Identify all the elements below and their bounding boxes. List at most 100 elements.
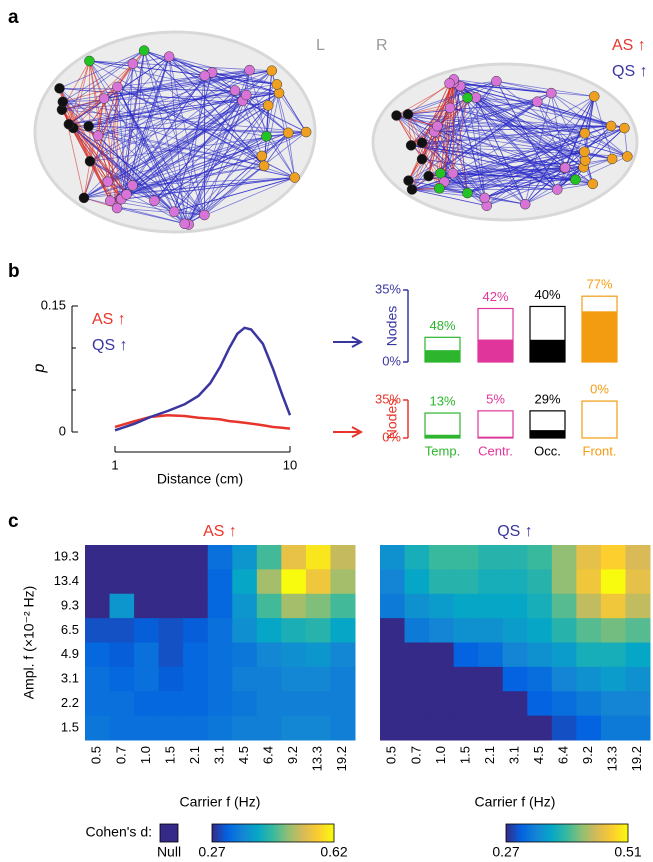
edge <box>486 167 565 207</box>
edge <box>68 123 265 167</box>
heatmap-cell <box>207 545 233 570</box>
heatmap-cell <box>183 569 209 595</box>
edge <box>83 161 91 198</box>
y-tick-label: 1.5 <box>61 719 79 734</box>
node <box>244 64 255 76</box>
node <box>434 183 445 194</box>
heatmap-cell <box>478 642 504 668</box>
heatmap-cell <box>330 666 356 692</box>
heatmap-cell <box>134 618 160 643</box>
node <box>559 162 571 173</box>
bar <box>478 436 513 438</box>
node <box>570 174 581 185</box>
node <box>444 78 455 89</box>
value-label: 5% <box>486 391 505 406</box>
heatmap-cell <box>85 715 111 741</box>
node <box>491 75 502 87</box>
node <box>92 130 104 141</box>
heatmap-cell <box>576 569 602 595</box>
node <box>241 89 252 101</box>
heatmap-cell <box>281 715 307 741</box>
arrow <box>333 426 364 438</box>
line-series <box>114 326 292 432</box>
edge <box>475 97 612 127</box>
heatmap-cell <box>380 569 406 595</box>
value-label: 48% <box>429 318 455 333</box>
node <box>432 120 443 132</box>
edge <box>460 80 497 87</box>
edge <box>132 56 170 65</box>
node <box>479 192 490 204</box>
node <box>163 51 175 62</box>
heatmap-cell <box>305 642 331 668</box>
heatmap-cell <box>404 569 430 595</box>
node <box>423 170 434 182</box>
heatmap-cell <box>158 715 184 741</box>
edge <box>89 72 213 162</box>
edge <box>89 60 91 162</box>
value-label: 40% <box>534 287 560 302</box>
heatmap-cell <box>109 593 135 619</box>
heatmap-cell <box>207 593 233 619</box>
node <box>587 178 599 190</box>
heatmap-cell <box>183 545 209 570</box>
heatmap-cell <box>330 545 356 570</box>
null-swatch <box>159 823 179 843</box>
node <box>402 108 414 120</box>
x-tick-label: 4.5 <box>236 746 251 764</box>
edge <box>132 177 295 186</box>
null-label: Null <box>157 844 181 860</box>
edge <box>556 133 586 190</box>
edge <box>132 50 145 186</box>
heatmap-cell <box>207 691 233 717</box>
heatmap-cell <box>502 715 528 741</box>
x-tick-label: 1.5 <box>457 746 472 764</box>
heatmap-cell <box>256 618 282 643</box>
x-tick-label: 6.4 <box>261 746 276 764</box>
edge <box>444 181 558 190</box>
heatmap-cell <box>478 569 504 595</box>
heatmap-cell <box>404 618 430 643</box>
edge <box>204 165 265 216</box>
x-tick-label: 9.2 <box>580 746 595 764</box>
heatmap-cell <box>527 618 553 643</box>
x-tick-label: 13.3 <box>310 746 325 771</box>
node <box>261 131 272 142</box>
node <box>406 184 418 195</box>
heatmap-cell <box>429 666 455 692</box>
node <box>149 195 160 206</box>
x-tick-label: 1.0 <box>138 746 153 764</box>
edge <box>396 115 423 160</box>
heatmap-cell <box>109 666 135 692</box>
node <box>138 45 150 56</box>
edge <box>484 197 526 205</box>
edge <box>126 105 269 195</box>
edge <box>407 101 538 115</box>
edge <box>188 100 243 225</box>
heatmap-cell <box>502 569 528 595</box>
edge <box>61 98 105 111</box>
edge <box>524 96 595 205</box>
node <box>605 120 617 132</box>
heatmap-cell <box>527 593 553 619</box>
node <box>78 192 90 204</box>
heatmap-cell <box>109 545 135 570</box>
heatmap-cell <box>576 618 602 643</box>
x-tick-label: 19.2 <box>334 746 349 771</box>
heatmap-cell <box>232 618 258 643</box>
node <box>199 70 210 81</box>
heatmap-cell <box>207 715 233 741</box>
edge <box>83 131 307 199</box>
heatmap-cell <box>85 545 111 570</box>
edge <box>434 101 538 133</box>
edge <box>496 80 558 190</box>
edge <box>103 98 118 209</box>
heatmap-cell <box>330 691 356 717</box>
heatmap-cell <box>134 545 160 570</box>
heatmap-cell <box>232 593 258 619</box>
node <box>121 189 132 200</box>
x-tick-label: 19.2 <box>629 746 644 771</box>
edge <box>411 159 423 190</box>
heatmap-cell <box>453 618 479 643</box>
bar <box>425 350 460 362</box>
